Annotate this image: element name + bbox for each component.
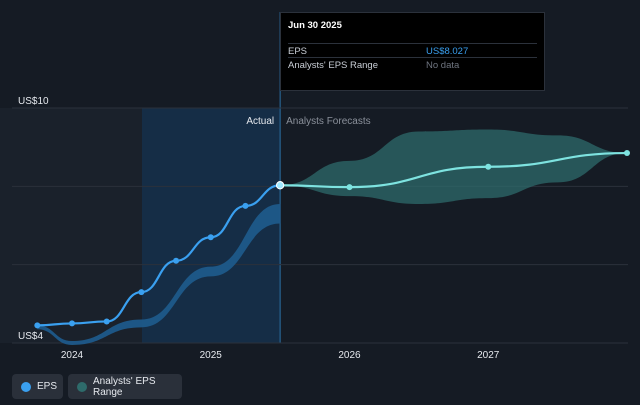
eps-swatch-icon xyxy=(21,381,31,392)
actual-label: Actual xyxy=(246,116,274,127)
forecast-label: Analysts Forecasts xyxy=(286,116,370,127)
legend-range-label: Analysts' EPS Range xyxy=(93,375,156,398)
series-0-point-4 xyxy=(173,257,180,264)
tooltip-range-label: Analysts' EPS Range xyxy=(288,60,378,71)
tooltip-row-range: Analysts' EPS Range No data xyxy=(288,57,537,72)
series-1-point-0 xyxy=(276,181,285,190)
tooltip-date: Jun 30 2025 xyxy=(288,20,342,31)
legend-eps-button[interactable]: EPS xyxy=(12,374,63,399)
series-1-point-1 xyxy=(346,184,353,191)
tooltip-eps-label: EPS xyxy=(288,46,308,57)
tooltip-range-value: No data xyxy=(426,60,460,71)
series-0-point-0 xyxy=(34,322,41,329)
series-0-point-2 xyxy=(103,318,110,325)
x-tick-2026: 2026 xyxy=(338,350,361,361)
series-0-point-1 xyxy=(69,320,75,327)
series-line-0 xyxy=(37,184,281,327)
x-tick-2027: 2027 xyxy=(477,350,500,361)
y-tick-bottom: US$4 xyxy=(18,331,43,342)
tooltip: Jun 30 2025 EPS US$8.027 Analysts' EPS R… xyxy=(280,12,545,91)
series-0-point-5 xyxy=(207,234,214,241)
history-shade xyxy=(0,108,142,343)
series-0-point-3 xyxy=(138,289,145,296)
x-tick-2025: 2025 xyxy=(200,350,223,361)
tooltip-eps-value: US$8.027 xyxy=(426,46,469,57)
tooltip-row-eps: EPS US$8.027 xyxy=(288,43,537,58)
series-0-point-6 xyxy=(242,202,249,209)
past-range-band xyxy=(37,203,281,345)
series-1-point-2 xyxy=(485,163,492,170)
forecast-range-band xyxy=(280,129,627,204)
y-tick-top: US$10 xyxy=(18,96,49,107)
range-swatch-icon xyxy=(77,381,87,392)
legend-eps-label: EPS xyxy=(37,381,58,392)
x-tick-2024: 2024 xyxy=(61,350,84,361)
legend-range-button[interactable]: Analysts' EPS Range xyxy=(68,374,182,399)
series-1-point-3 xyxy=(624,150,630,157)
series-line-1 xyxy=(280,151,628,189)
